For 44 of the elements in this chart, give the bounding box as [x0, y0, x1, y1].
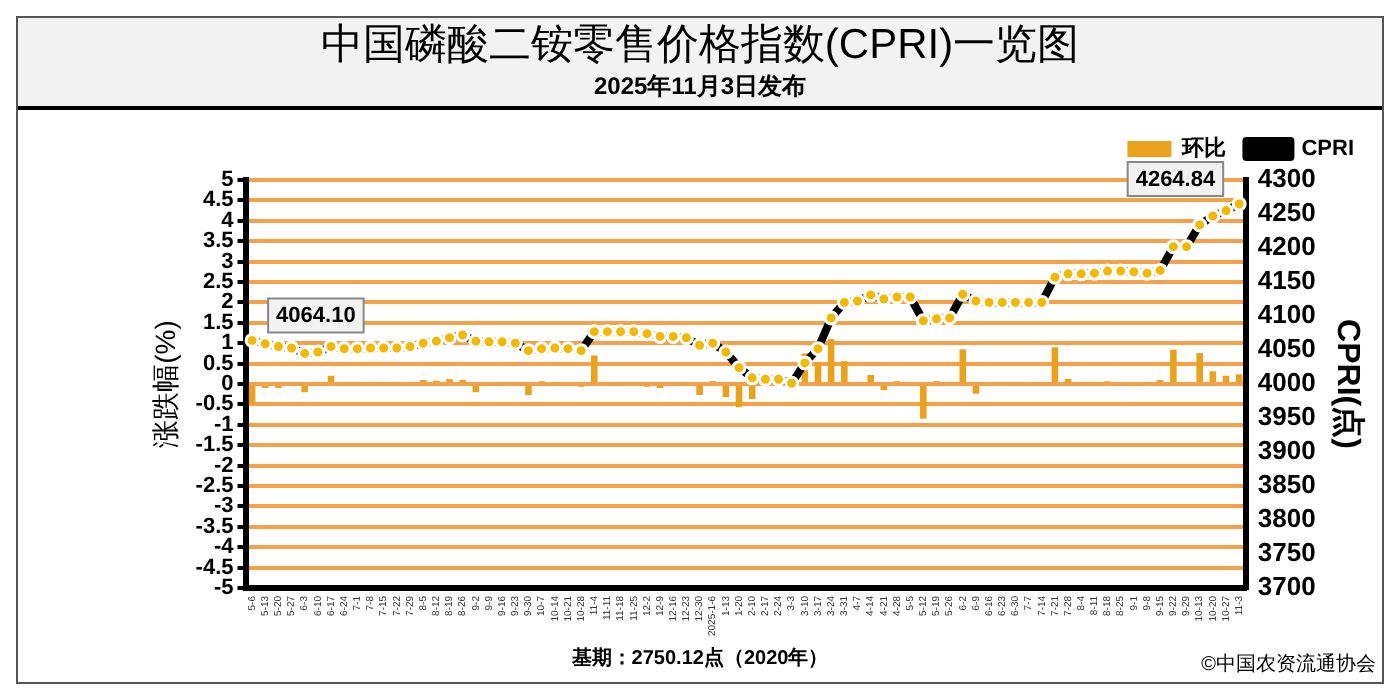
y-tick-label: 0: [221, 372, 234, 397]
y-tick-label: -4: [213, 535, 236, 560]
y2-tick-label: 3750: [1257, 537, 1316, 568]
y2-tick-label: 3700: [1257, 571, 1316, 602]
y-axis-title: 涨跌幅(%): [148, 320, 181, 448]
data-label: 4264.84: [1135, 167, 1217, 192]
y-tick-label: -1.5: [195, 433, 234, 458]
data-label: 4064.10: [276, 304, 356, 329]
y2-tick-label: 4050: [1257, 333, 1316, 364]
y-tick-label: 2.5: [202, 270, 234, 295]
y-tick-label: 4.5: [202, 188, 234, 213]
y-tick-label: -5: [213, 576, 234, 601]
y-tick-label: -1: [213, 412, 234, 437]
y2-tick-label: 4000: [1257, 367, 1316, 398]
chart-subtitle: 2025年11月3日发布: [591, 72, 809, 102]
y-tick-label: -4.5: [195, 555, 234, 580]
y-tick-label: -3.5: [195, 514, 234, 539]
legend-label: 环比: [1180, 135, 1227, 162]
y2-tick-label: 3950: [1257, 401, 1316, 432]
y2-tick-label: 4300: [1257, 163, 1316, 194]
text: 基期：2750.12点（2020年）: [571, 648, 829, 670]
y2-tick-label: 3900: [1257, 435, 1316, 466]
y2-tick-label: 4200: [1257, 231, 1316, 262]
legend-label: CPRI: [1301, 137, 1354, 162]
y2-tick-label: 3800: [1257, 503, 1316, 534]
y2-tick-label: 3850: [1257, 469, 1316, 500]
y-tick-label: 3: [221, 249, 234, 274]
y2-axis-title: CPRI(点): [1329, 319, 1366, 449]
y-tick-label: 3.5: [202, 229, 234, 254]
text: ©中国农资流通协会: [1201, 651, 1376, 678]
y-tick-label: 0.5: [202, 351, 234, 376]
y-tick-label: 4: [221, 208, 236, 233]
y-tick-label: 2: [221, 290, 234, 315]
y-tick-label: 5: [221, 168, 234, 193]
chart-title: 中国磷酸二铵零售价格指数(CPRI)一览图: [318, 20, 1082, 72]
y-tick-label: -2: [213, 453, 234, 478]
y2-tick-label: 4250: [1257, 197, 1316, 228]
y-tick-label: 1.5: [202, 310, 234, 335]
y-tick-label: 1: [221, 331, 234, 356]
y2-tick-label: 4150: [1257, 265, 1316, 296]
y2-tick-label: 4100: [1257, 299, 1316, 330]
y-tick-label: -2.5: [195, 474, 234, 499]
y-tick-label: -0.5: [195, 392, 234, 417]
y-tick-label: -3: [213, 494, 234, 519]
